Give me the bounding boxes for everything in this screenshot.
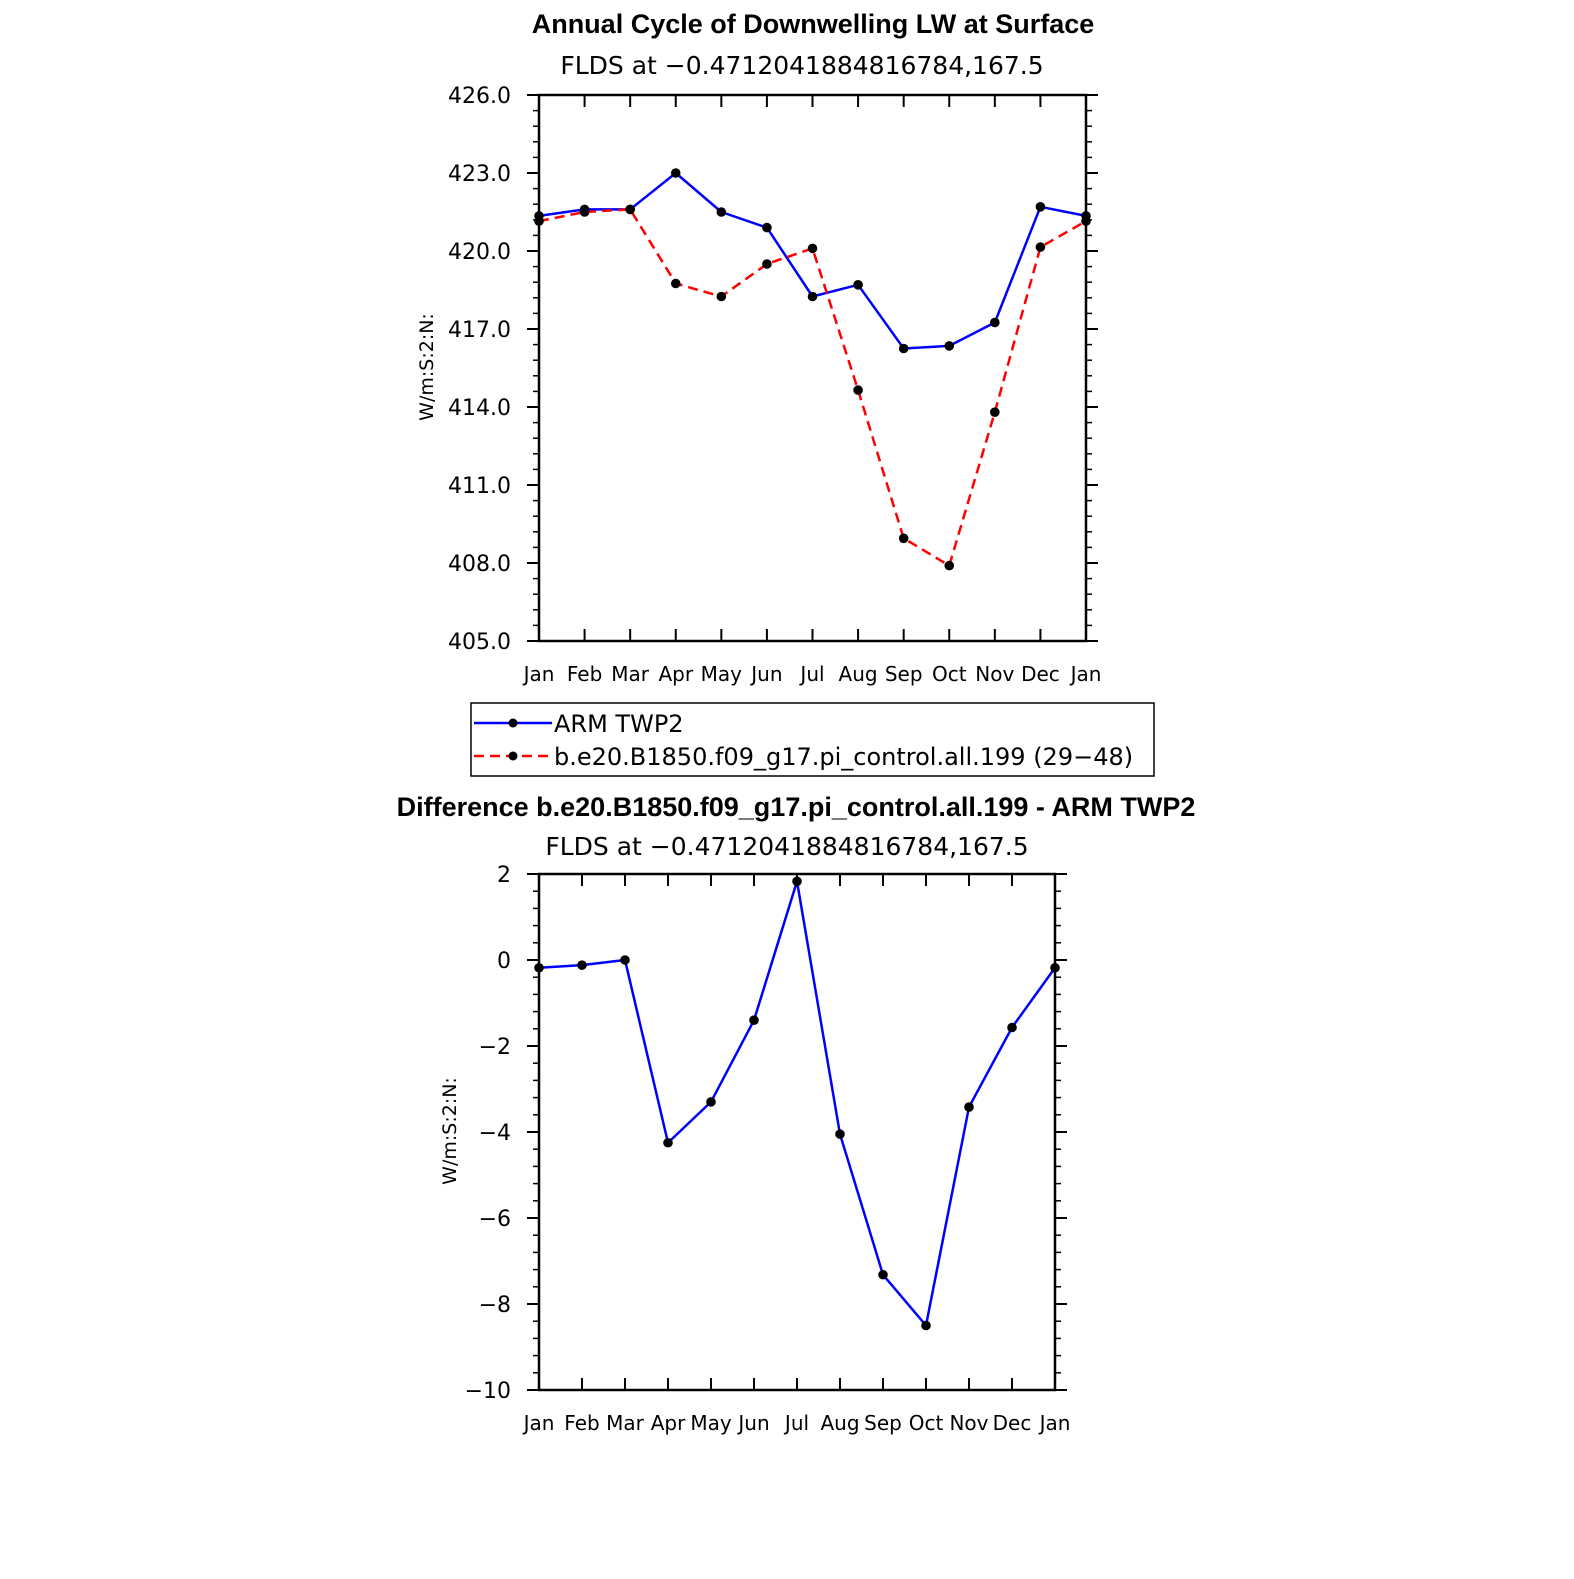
panel2-series-0-point xyxy=(1007,1022,1017,1033)
panel2-series-0-point xyxy=(749,1015,759,1025)
panel2-x-tick-label: Feb xyxy=(564,1411,599,1435)
panel1-series-0-point xyxy=(807,291,818,302)
legend-box xyxy=(470,702,1155,777)
panel1-x-tick-label: Mar xyxy=(611,662,650,686)
panel1-tick-labels: Jan Feb Mar Apr May Jun Jul Aug Sep Oct Nov Dec Jan 4… xyxy=(448,84,1101,686)
panel2-series-line-0 xyxy=(538,880,1057,1327)
panel2-y-tick-label: −2 xyxy=(479,1035,511,1060)
panel1-x-tick-label: Jun xyxy=(749,662,782,686)
panel2-ticks xyxy=(527,873,1067,1391)
panel2-series-0-point xyxy=(663,1137,673,1148)
panel1-y-tick-label: 408.0 xyxy=(448,552,511,577)
panel2-x-tick-label: Jan xyxy=(1038,1411,1071,1435)
panel2-x-tick-label: Nov xyxy=(949,1411,988,1435)
panel2-y-tick-label: 0 xyxy=(497,949,511,974)
panel1-series-1-point xyxy=(625,204,635,215)
panel1-series-line-0 xyxy=(538,171,1087,350)
panel2-plot-frame xyxy=(537,872,1057,1392)
panel1-x-tick-label: Jul xyxy=(798,662,824,686)
panel1-ticks xyxy=(527,94,1098,642)
panel2-series-0-point xyxy=(620,955,630,965)
panel2-x-tick-label: Oct xyxy=(909,1411,944,1435)
panel2-series-0-point xyxy=(835,1129,845,1139)
panel2-y-axis-label: W/m:S:2:N: xyxy=(439,1077,461,1185)
panel2-x-tick-label: Sep xyxy=(864,1411,902,1435)
panel-difference: Difference b.e20.B1850.f09_g17.pi_contro… xyxy=(397,792,1196,1435)
panel1-x-tick-label: Dec xyxy=(1021,662,1060,686)
panel2-y-tick-label: −8 xyxy=(479,1293,511,1318)
panel1-series xyxy=(534,168,1091,571)
panel1-plot-frame xyxy=(537,93,1088,643)
panel2-y-tick-label: −4 xyxy=(479,1121,511,1146)
panel2-series-0-point xyxy=(878,1269,888,1280)
panel2-series-0-point xyxy=(706,1097,716,1107)
panel2-title: Difference b.e20.B1850.f09_g17.pi_contro… xyxy=(397,792,1196,822)
panel1-x-tick-label: Jan xyxy=(1069,662,1102,686)
panel1-y-tick-label: 417.0 xyxy=(448,318,511,343)
panel1-subtitle: FLDS at −0.4712041884816784,167.5 xyxy=(560,51,1043,80)
panel1-x-tick-label: Apr xyxy=(658,662,693,686)
panel2-x-tick-label: Jul xyxy=(783,1411,809,1435)
panel1-y-tick-label: 420.0 xyxy=(448,240,511,265)
panel1-x-tick-label: Sep xyxy=(885,662,923,686)
panel2-series-0-point xyxy=(577,960,587,970)
panel1-series-line-1 xyxy=(538,208,1087,567)
panel1-x-tick-label: May xyxy=(701,662,743,686)
panel1-y-tick-label: 414.0 xyxy=(448,396,511,421)
panel2-x-tick-label: May xyxy=(690,1411,732,1435)
legend-label-arm: ARM TWP2 xyxy=(554,710,684,738)
panel2-y-tick-label: 2 xyxy=(497,863,511,888)
panel1-legend: ARM TWP2 b.e20.B1850.f09_g17.pi_control.… xyxy=(470,702,1155,777)
panel2-y-tick-label: −10 xyxy=(465,1379,511,1404)
panel2-x-tick-label: Mar xyxy=(606,1411,645,1435)
panel1-y-axis-label: W/m:S:2:N: xyxy=(416,313,438,421)
panel1-series-0-point xyxy=(898,343,909,354)
panel2-x-tick-label: Aug xyxy=(820,1411,859,1435)
panel1-y-tick-label: 405.0 xyxy=(448,630,511,655)
panel1-y-tick-label: 423.0 xyxy=(448,162,511,187)
panel2-series xyxy=(534,876,1060,1331)
panel2-x-tick-label: Dec xyxy=(993,1411,1032,1435)
panel2-series-0-point xyxy=(964,1102,974,1112)
panel1-x-tick-label: Nov xyxy=(975,662,1014,686)
panel1-series-0-point xyxy=(853,280,863,290)
panel1-series-1-point xyxy=(807,243,818,254)
panel1-x-tick-label: Feb xyxy=(567,662,602,686)
panel2-x-tick-label: Jan xyxy=(522,1411,555,1435)
panel1-title: Annual Cycle of Downwelling LW at Surfac… xyxy=(532,9,1095,39)
legend-marker-model xyxy=(508,751,518,761)
panel2-x-tick-label: Jun xyxy=(736,1411,769,1435)
panel1-series-0-point xyxy=(1035,202,1046,212)
panel1-series-1-point xyxy=(898,533,909,544)
panel1-series-0-point xyxy=(670,168,681,178)
legend-label-model: b.e20.B1850.f09_g17.pi_control.all.199 (… xyxy=(554,743,1133,771)
panel1-series-1-point xyxy=(716,291,727,302)
panel1-series-0-point xyxy=(716,207,727,217)
panel1-series-0-point xyxy=(990,317,1000,328)
panel1-y-tick-label: 426.0 xyxy=(448,84,511,109)
legend-marker-arm xyxy=(508,718,518,728)
panel1-series-0-point xyxy=(762,222,772,233)
panel1-series-1-point xyxy=(1035,242,1046,252)
panel1-series-1-point xyxy=(853,385,863,395)
panel1-series-1-point xyxy=(670,278,681,289)
panel2-series-0-point xyxy=(921,1320,931,1331)
panel2-y-tick-label: −6 xyxy=(479,1207,511,1232)
panel1-x-tick-label: Aug xyxy=(839,662,878,686)
panel2-x-tick-label: Apr xyxy=(651,1411,686,1435)
panel2-series-0-point xyxy=(792,876,802,887)
panel2-tick-labels: Jan Feb Mar Apr May Jun Jul Aug Sep Oct Nov Dec Jan−… xyxy=(465,863,1071,1435)
panel1-y-tick-label: 411.0 xyxy=(448,474,511,499)
panel-annual-cycle: Annual Cycle of Downwelling LW at Surfac… xyxy=(416,9,1155,777)
panel1-series-1-point xyxy=(990,407,1000,418)
panel1-x-tick-label: Oct xyxy=(932,662,967,686)
panel1-series-1-point xyxy=(762,259,772,269)
panel1-x-tick-label: Jan xyxy=(522,662,555,686)
panel1-series-1-point xyxy=(579,207,590,217)
panel2-subtitle: FLDS at −0.4712041884816784,167.5 xyxy=(545,832,1028,861)
panel1-series-1-point xyxy=(944,560,955,571)
panel1-series-0-point xyxy=(944,341,955,351)
